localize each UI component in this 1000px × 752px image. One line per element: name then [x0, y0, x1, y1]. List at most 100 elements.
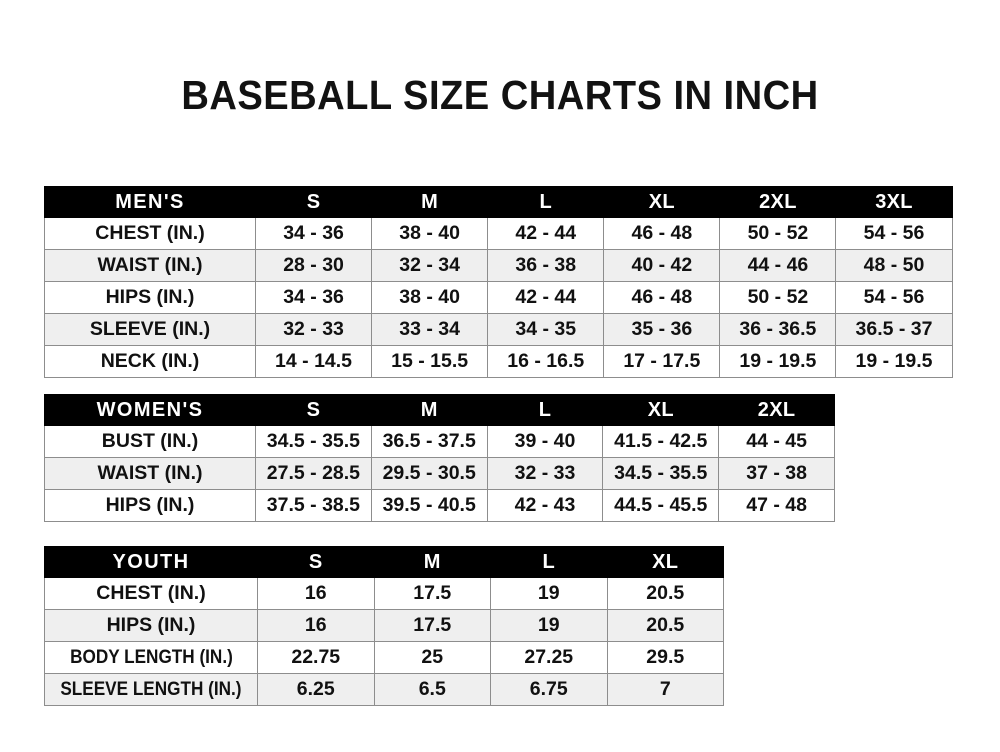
table-row: CHEST (IN.) 16 17.5 19 20.5	[44, 577, 724, 610]
measurement-label: CHEST (IN.)	[44, 217, 256, 250]
measurement-value: 28 - 30	[254, 249, 373, 282]
measurement-value: 37 - 38	[718, 457, 835, 490]
measurement-value: 6.25	[257, 673, 375, 706]
size-column-header: S	[255, 394, 372, 426]
measurement-value: 19 - 19.5	[719, 345, 837, 378]
measurement-value: 32 - 34	[371, 249, 489, 282]
measurement-value: 48 - 50	[835, 249, 953, 282]
measurement-label: SLEEVE (IN.)	[44, 313, 256, 346]
measurement-value: 41.5 - 42.5	[602, 425, 720, 458]
measurement-label-text: SLEEVE LENGTH (IN.)	[60, 678, 242, 700]
table-row: NECK (IN.) 14 - 14.5 15 - 15.5 16 - 16.5 17 …	[44, 345, 953, 378]
measurement-label: SLEEVE LENGTH (IN.)	[44, 673, 258, 706]
size-column-header: S	[257, 546, 375, 578]
size-column-header: XL	[606, 546, 724, 578]
measurement-value: 7	[606, 673, 724, 706]
table-title-cell: WOMEN'S	[44, 394, 256, 426]
measurement-label: HIPS (IN.)	[44, 281, 256, 314]
table-row: CHEST (IN.) 34 - 36 38 - 40 42 - 44 46 - 48 5…	[44, 217, 953, 250]
size-column-header: 3XL	[835, 186, 953, 218]
measurement-label-text: SLEEVE (IN.)	[89, 318, 211, 340]
measurement-value: 35 - 36	[603, 313, 721, 346]
measurement-value: 19 - 19.5	[835, 345, 953, 378]
measurement-label-text: HIPS (IN.)	[105, 286, 195, 308]
measurement-value: 36 - 36.5	[719, 313, 837, 346]
youth-size-table: YOUTH S M L XL CHEST (IN.) 16 17.5 19 20.5 HIPS (I…	[44, 546, 724, 706]
measurement-value: 36 - 38	[487, 249, 605, 282]
measurement-value: 32 - 33	[254, 313, 373, 346]
measurement-label: HIPS (IN.)	[44, 489, 256, 522]
size-column-header: L	[490, 546, 608, 578]
page-title: BASEBALL SIZE CHARTS IN INCH	[181, 72, 819, 118]
measurement-label: WAIST (IN.)	[44, 249, 256, 282]
table-title-cell: MEN'S	[44, 186, 256, 218]
measurement-label: WAIST (IN.)	[44, 457, 256, 490]
table-row: SLEEVE LENGTH (IN.) 6.25 6.5 6.75 7	[44, 673, 724, 706]
table-header-row: MEN'S S M L XL 2XL 3XL	[44, 186, 953, 218]
measurement-value: 34.5 - 35.5	[602, 457, 720, 490]
measurement-value: 17.5	[373, 577, 491, 610]
size-column-header: XL	[602, 394, 720, 426]
measurement-value: 16	[257, 609, 375, 642]
size-column-header: M	[371, 186, 489, 218]
measurement-value: 37.5 - 38.5	[255, 489, 372, 522]
measurement-label-text: HIPS (IN.)	[105, 494, 195, 516]
measurement-label: BUST (IN.)	[44, 425, 256, 458]
table-row: BODY LENGTH (IN.) 22.75 25 27.25 29.5	[44, 641, 724, 674]
measurement-value: 50 - 52	[719, 217, 837, 250]
table-row: HIPS (IN.) 37.5 - 38.5 39.5 - 40.5 42 - 43 4…	[44, 489, 835, 522]
measurement-label-text: HIPS (IN.)	[106, 614, 196, 636]
measurement-value: 46 - 48	[603, 217, 721, 250]
measurement-value: 27.25	[490, 641, 608, 674]
measurement-value: 14 - 14.5	[254, 345, 373, 378]
size-column-header: M	[370, 394, 488, 426]
measurement-label-text: BODY LENGTH (IN.)	[69, 646, 233, 668]
measurement-value: 36.5 - 37.5	[370, 425, 488, 458]
measurement-value: 39.5 - 40.5	[370, 489, 488, 522]
measurement-value: 54 - 56	[835, 217, 953, 250]
size-column-header: L	[486, 394, 604, 426]
size-column-header: 2XL	[718, 394, 835, 426]
measurement-value: 16	[257, 577, 375, 610]
measurement-value: 25	[373, 641, 491, 674]
measurement-value: 27.5 - 28.5	[255, 457, 372, 490]
measurement-value: 54 - 56	[835, 281, 953, 314]
measurement-label-text: NECK (IN.)	[100, 350, 200, 372]
measurement-label-text: WAIST (IN.)	[97, 462, 203, 484]
measurement-value: 47 - 48	[718, 489, 835, 522]
measurement-label-text: BUST (IN.)	[101, 430, 199, 452]
measurement-value: 38 - 40	[371, 217, 489, 250]
measurement-label: CHEST (IN.)	[44, 577, 258, 610]
measurement-value: 34 - 35	[487, 313, 605, 346]
measurement-value: 22.75	[257, 641, 375, 674]
measurement-value: 50 - 52	[719, 281, 837, 314]
measurement-value: 32 - 33	[486, 457, 604, 490]
measurement-value: 44.5 - 45.5	[602, 489, 720, 522]
table-row: WAIST (IN.) 28 - 30 32 - 34 36 - 38 40 - 42 4…	[44, 249, 953, 282]
measurement-value: 19	[490, 577, 608, 610]
size-column-header: 2XL	[719, 186, 837, 218]
measurement-value: 38 - 40	[371, 281, 489, 314]
table-header-row: YOUTH S M L XL	[44, 546, 724, 578]
measurement-value: 19	[490, 609, 608, 642]
table-title-cell: YOUTH	[44, 546, 258, 578]
measurement-label-text: WAIST (IN.)	[97, 254, 203, 276]
measurement-value: 42 - 44	[487, 217, 605, 250]
size-column-header: S	[254, 186, 373, 218]
measurement-value: 20.5	[606, 609, 724, 642]
measurement-value: 15 - 15.5	[371, 345, 489, 378]
measurement-value: 34.5 - 35.5	[255, 425, 372, 458]
measurement-value: 34 - 36	[254, 281, 373, 314]
measurement-value: 34 - 36	[254, 217, 373, 250]
table-row: SLEEVE (IN.) 32 - 33 33 - 34 34 - 35 35 - 36…	[44, 313, 953, 346]
measurement-value: 6.5	[373, 673, 491, 706]
measurement-value: 42 - 43	[486, 489, 604, 522]
measurement-value: 42 - 44	[487, 281, 605, 314]
measurement-value: 17.5	[373, 609, 491, 642]
measurement-value: 40 - 42	[603, 249, 721, 282]
size-column-header: L	[487, 186, 605, 218]
measurement-value: 39 - 40	[486, 425, 604, 458]
measurement-value: 44 - 45	[718, 425, 835, 458]
measurement-value: 46 - 48	[603, 281, 721, 314]
